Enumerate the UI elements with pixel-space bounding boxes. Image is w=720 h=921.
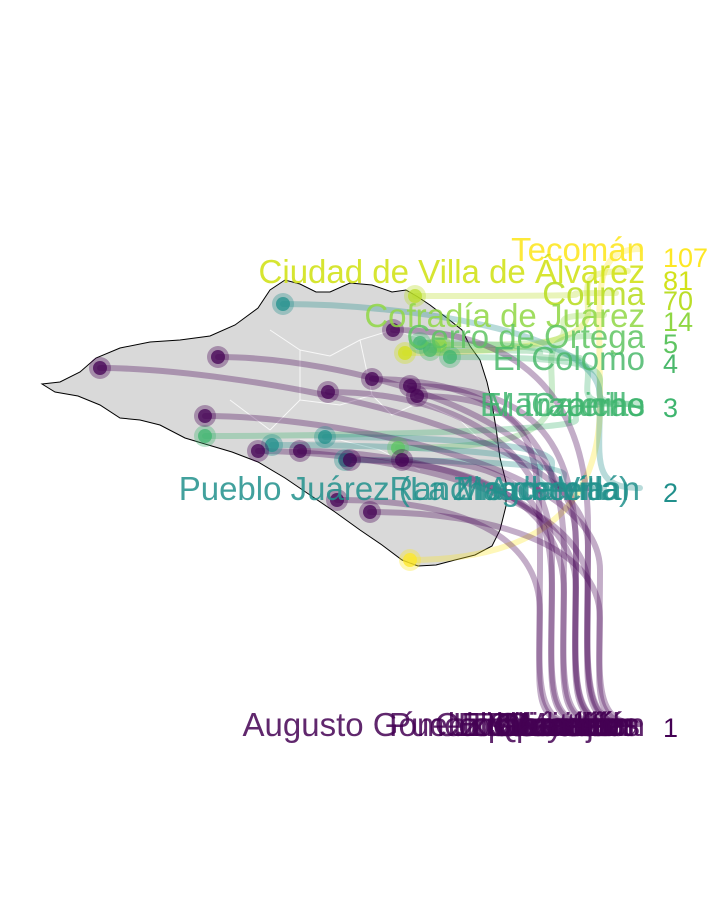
place-label-el-trapiche: El Trapiche: [480, 386, 645, 423]
marker-queseria: [386, 323, 400, 337]
flow-line-caleras: [447, 354, 643, 407]
value-label-81: 81: [663, 266, 693, 296]
flow-line-ticuizitan: [399, 457, 595, 727]
flow-line-zinacamitlan: [342, 457, 607, 491]
flow-line-coquimatlan: [369, 376, 607, 727]
flow-line-el-colomo: [427, 347, 583, 361]
marker-ixtlahuacan: [321, 385, 335, 399]
flow-line-el-naranjo: [407, 383, 619, 727]
marker-suchitlan: [293, 444, 307, 458]
flow-line-rancho-de-villa: [269, 442, 583, 491]
flow-line-cerro-de-ortega: [395, 333, 595, 451]
place-label-manzanillo: Manzanillo: [487, 386, 645, 423]
place-label-cerro-de-ortega: Cerro de Ortega: [407, 318, 646, 355]
place-label-ixtlahuacan: Ixtlahuacán: [461, 706, 630, 743]
marker-el-colomo: [423, 343, 437, 357]
flow-line-manzanillo: [202, 401, 619, 439]
marker-el-naranjo: [403, 379, 417, 393]
flow-line-ixtlahuacan: [325, 389, 595, 727]
place-label-madrid: Madrid: [519, 706, 620, 743]
place-label-tepames: Tepames: [481, 706, 615, 743]
value-label-3: 3: [663, 393, 678, 423]
marker-tecoman: [403, 553, 417, 567]
flow-line-comala: [414, 393, 583, 727]
place-label-comala: Comala: [496, 706, 610, 743]
marker-madrid: [363, 505, 377, 519]
marker-manzanillo: [198, 429, 212, 443]
marker-augusto-gomez-villanueva: [93, 361, 107, 375]
marker-tepames: [343, 453, 357, 467]
place-label-tecoman: Tecomán: [511, 231, 645, 268]
flow-line-augusto-gomez-villanueva: [97, 365, 631, 727]
flow-line-los-asmoles: [334, 497, 583, 727]
marker-cerro-de-ortega: [391, 441, 405, 455]
place-label-cofradia-de-juarez: Cofradía de Juárez: [364, 297, 645, 334]
place-label-queseria: Quesería: [494, 706, 630, 743]
flow-line-pueblo-juarez-la-magdalena: [322, 434, 595, 491]
marker-caleras: [443, 350, 457, 364]
marker-armeria: [276, 297, 290, 311]
flow-line-ciudad-de-villa-de-alvarez: [402, 268, 631, 356]
place-label-cuyutlan: Cuyutlán: [505, 706, 635, 743]
flow-line-colima: [412, 290, 619, 299]
place-label-minatitlan: Minatitlán: [504, 706, 645, 743]
place-label-el-colomo: El Colomo: [493, 340, 645, 377]
place-label-ticuizitan: Ticuizitán: [467, 706, 605, 743]
flow-line-minatitlan: [202, 413, 643, 727]
marker-rancho-de-villa: [265, 438, 279, 452]
value-label-107: 107: [663, 243, 708, 273]
marker-cuyutlan: [251, 444, 265, 458]
flow-line-cofradia-de-juarez: [437, 312, 607, 348]
marker-coquimatlan: [365, 372, 379, 386]
value-label-14: 14: [663, 307, 693, 337]
place-label-caleras: Caleras: [531, 386, 645, 423]
marker-ticuizitan: [395, 453, 409, 467]
place-label-el-naranjo: El Naranjo: [458, 706, 612, 743]
flow-line-pueblo-juarez: [215, 354, 619, 727]
place-label-coquimatlan: Coquimatlán: [435, 706, 620, 743]
place-label-colima: Colima: [542, 275, 645, 312]
flow-line-cuyutlan: [255, 448, 631, 727]
marker-ciudad-de-villa-de-alvarez: [398, 346, 412, 360]
colima-outline: [40, 279, 507, 567]
place-label-pueblo-juarez: Pueblo Juárez: [389, 706, 600, 743]
flow-line-madrid: [367, 509, 643, 727]
place-label-ciudad-de-villa-de-alvarez: Ciudad de Villa de Álvarez: [259, 253, 645, 290]
value-label-4: 4: [663, 349, 678, 379]
place-label-armeria: Armería: [488, 470, 606, 507]
place-label-los-asmoles: Los Asmoles: [453, 706, 640, 743]
place-label-augusto-gomez-villanueva: Augusto Gómez Villanueva: [243, 706, 641, 743]
flow-line-el-trapiche: [417, 340, 631, 407]
marker-pueblo-juarez: [211, 350, 225, 364]
place-label-pueblo-juarez-la-magdalena: Pueblo Juárez (La Magdalena): [179, 470, 630, 507]
flow-lines: [97, 246, 643, 727]
marker-los-asmoles: [330, 493, 344, 507]
place-label-rancho-de-villa: Rancho de Villa: [389, 470, 620, 507]
marker-comala: [410, 389, 424, 403]
place-label-suchitlan: Suchitlán: [489, 706, 625, 743]
marker-pueblo-juarez-la-magdalena: [318, 430, 332, 444]
marker-el-trapiche: [413, 336, 427, 350]
colima-state-land: [40, 279, 507, 567]
value-label-2: 2: [663, 478, 678, 508]
value-label-70: 70: [663, 286, 693, 316]
value-label-1: 1: [663, 713, 678, 743]
municipality-borders: [229, 329, 481, 471]
flow-line-tecoman: [407, 246, 643, 563]
flow-line-tepames: [347, 457, 607, 727]
flow-line-armeria: [280, 301, 643, 491]
flow-line-queseria: [390, 327, 631, 727]
value-label-5: 5: [663, 329, 678, 359]
place-markers: [89, 285, 461, 571]
place-label-zinacamitlan: Zinacamitlán: [453, 470, 640, 507]
marker-minatitlan: [198, 409, 212, 423]
marker-colima: [408, 289, 422, 303]
